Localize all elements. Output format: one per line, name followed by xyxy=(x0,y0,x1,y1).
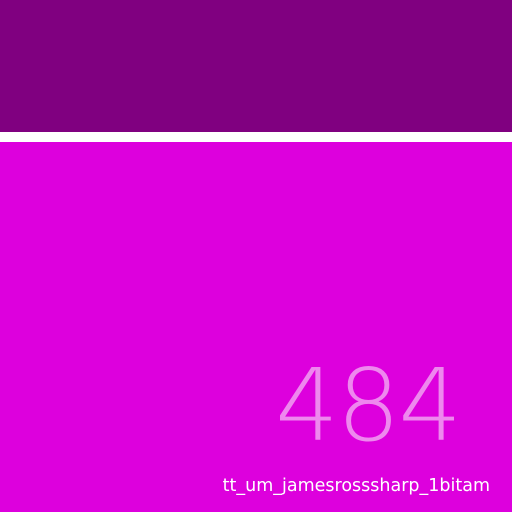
header-band xyxy=(0,0,512,132)
main-panel xyxy=(0,142,512,512)
divider xyxy=(0,132,512,142)
tile-number: 484 xyxy=(275,347,462,464)
tile-caption: tt_um_jamesrosssharp_1bitam xyxy=(222,476,490,496)
